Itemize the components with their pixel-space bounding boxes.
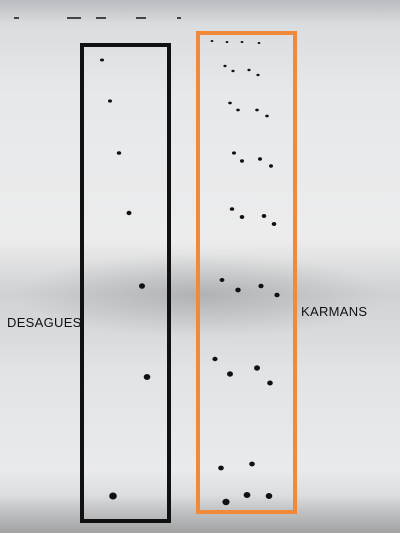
karman-hole [269, 164, 273, 168]
karman-hole [265, 493, 273, 499]
karman-hole [261, 214, 267, 218]
desague-hole [139, 283, 145, 289]
karman-hole [255, 108, 259, 112]
karman-hole [212, 356, 218, 362]
karman-hole [243, 492, 251, 498]
karman-hole [265, 114, 269, 118]
karman-hole [228, 101, 232, 105]
desague-hole [109, 492, 117, 500]
desague-hole [126, 210, 132, 216]
top-edge-mark [67, 17, 81, 19]
karmans-frame [196, 31, 297, 514]
karman-hole [257, 42, 261, 44]
karman-hole [258, 157, 262, 161]
bottom-shadow [0, 495, 400, 533]
desagues-frame [80, 43, 171, 523]
karman-hole [229, 207, 235, 211]
top-edge-mark [96, 17, 106, 19]
karman-hole [240, 159, 244, 163]
karman-hole [254, 365, 260, 371]
karman-hole [218, 465, 224, 471]
top-edge-mark [136, 17, 146, 19]
desague-hole [100, 58, 104, 62]
karman-hole [256, 73, 260, 77]
top-edge-mark [177, 17, 181, 19]
karman-hole [231, 69, 235, 73]
karman-hole [227, 371, 233, 377]
top-edge-strip [0, 0, 400, 22]
karman-hole [232, 151, 236, 155]
karman-hole [240, 41, 244, 43]
karman-hole [222, 498, 230, 506]
desague-hole [116, 151, 122, 155]
top-edge-mark [14, 17, 19, 19]
karman-hole [247, 68, 251, 72]
karman-hole [239, 215, 245, 219]
desague-hole [143, 374, 151, 380]
desague-hole [108, 99, 112, 103]
karman-hole [258, 283, 264, 289]
karman-hole [219, 278, 225, 282]
karman-hole [236, 108, 240, 112]
karmans-label: KARMANS [301, 304, 368, 319]
karman-hole [210, 40, 214, 42]
karman-hole [271, 222, 277, 226]
karman-hole [235, 287, 241, 293]
karman-hole [267, 380, 273, 386]
karman-hole [249, 461, 255, 467]
karman-hole [225, 41, 229, 43]
desagues-label: DESAGUES [7, 315, 82, 330]
karman-hole [223, 64, 227, 68]
karman-hole [274, 292, 280, 298]
